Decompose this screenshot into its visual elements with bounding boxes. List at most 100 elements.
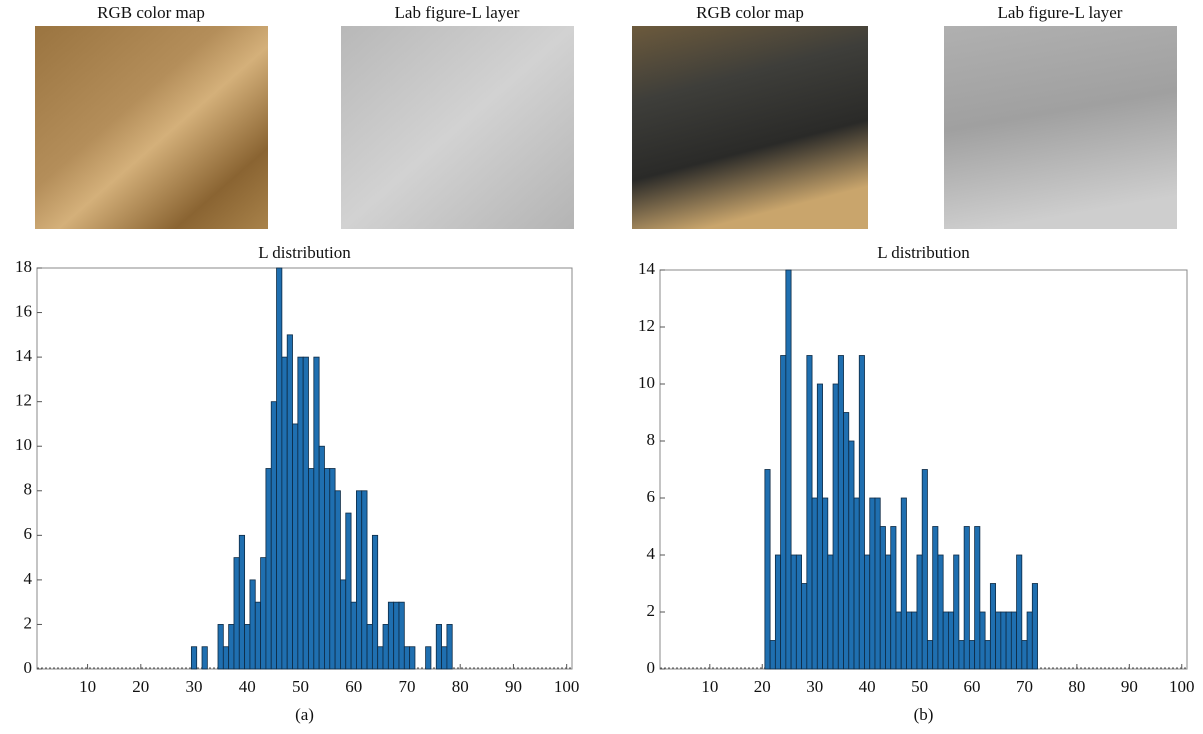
bar xyxy=(292,423,299,670)
bar xyxy=(446,624,453,670)
bar xyxy=(382,624,389,670)
bar xyxy=(329,468,336,670)
y-tick-label: 14 xyxy=(638,259,656,278)
bar xyxy=(1021,640,1028,670)
bar xyxy=(233,557,240,670)
bar xyxy=(780,355,787,670)
bar xyxy=(963,526,970,670)
chart-title: L distribution xyxy=(258,243,351,262)
chart-title: L distribution xyxy=(877,243,970,262)
bar xyxy=(769,640,776,670)
y-tick-label: 16 xyxy=(15,301,32,320)
bar xyxy=(864,554,871,670)
bar xyxy=(774,554,782,670)
bar xyxy=(989,583,997,670)
caption: (a) xyxy=(295,705,314,724)
bar xyxy=(801,583,808,670)
bar xyxy=(238,534,246,670)
bar xyxy=(340,579,347,670)
bar xyxy=(324,468,331,670)
bar xyxy=(942,611,949,670)
bar xyxy=(249,579,256,670)
x-tick-label: 50 xyxy=(292,677,309,696)
bar xyxy=(843,412,850,670)
y-tick-label: 4 xyxy=(24,569,33,588)
bar xyxy=(932,526,939,670)
bar xyxy=(1026,611,1033,670)
y-tick-label: 6 xyxy=(647,487,656,506)
bar xyxy=(827,554,834,670)
image-title: RGB color map xyxy=(696,3,804,22)
bar xyxy=(356,490,363,670)
bar xyxy=(974,526,981,670)
caption: (b) xyxy=(914,705,934,724)
bar xyxy=(265,468,272,670)
bar xyxy=(435,624,442,670)
bar xyxy=(885,554,892,670)
y-tick-label: 2 xyxy=(647,601,656,620)
bar xyxy=(811,497,818,670)
y-tick-label: 0 xyxy=(647,658,656,677)
bar xyxy=(822,497,829,670)
image-title: RGB color map xyxy=(97,3,205,22)
bar xyxy=(911,611,918,670)
image-title: Lab figure-L layer xyxy=(998,3,1123,22)
x-tick-label: 20 xyxy=(754,677,771,696)
y-tick-label: 8 xyxy=(24,480,33,499)
bar xyxy=(1010,611,1017,670)
bar xyxy=(222,646,230,670)
y-tick-label: 10 xyxy=(15,435,32,454)
x-tick-label: 30 xyxy=(806,677,823,696)
bar xyxy=(921,469,928,670)
bar xyxy=(906,611,913,670)
y-tick-label: 0 xyxy=(24,658,33,677)
bar xyxy=(979,611,986,670)
bar xyxy=(260,557,267,670)
bar xyxy=(1005,611,1012,670)
bar xyxy=(948,611,955,670)
bar xyxy=(281,356,288,670)
bar xyxy=(916,554,923,670)
y-tick-label: 6 xyxy=(24,524,33,543)
rgb-image xyxy=(632,26,868,229)
bar xyxy=(387,601,395,670)
x-tick-label: 100 xyxy=(554,677,580,696)
bar xyxy=(201,646,208,670)
x-tick-label: 100 xyxy=(1169,677,1195,696)
bar xyxy=(409,646,416,670)
x-tick-label: 70 xyxy=(1016,677,1033,696)
x-tick-label: 60 xyxy=(964,677,981,696)
y-tick-label: 2 xyxy=(24,613,33,632)
bar xyxy=(345,512,352,670)
bar xyxy=(228,624,235,670)
y-tick-label: 14 xyxy=(15,346,33,365)
bar xyxy=(1016,554,1023,670)
bar xyxy=(377,646,384,670)
l-layer-image xyxy=(341,26,574,229)
x-tick-label: 80 xyxy=(1068,677,1085,696)
bar xyxy=(984,640,991,670)
l-layer-image xyxy=(944,26,1177,229)
y-tick-label: 10 xyxy=(638,373,655,392)
bar xyxy=(968,640,976,670)
bar xyxy=(900,497,907,670)
bar xyxy=(371,534,379,670)
x-tick-label: 90 xyxy=(1121,677,1138,696)
bar xyxy=(217,624,224,670)
bar xyxy=(350,601,357,670)
bar xyxy=(953,554,960,670)
bar xyxy=(441,646,448,670)
bar xyxy=(890,526,897,670)
bar xyxy=(816,383,823,670)
x-tick-label: 70 xyxy=(398,677,415,696)
bar xyxy=(366,624,373,670)
bar xyxy=(190,646,198,670)
x-tick-label: 10 xyxy=(79,677,96,696)
y-tick-label: 18 xyxy=(15,257,32,276)
bar xyxy=(393,601,400,670)
rgb-image xyxy=(35,26,268,229)
bar xyxy=(874,497,881,670)
bar xyxy=(853,497,860,670)
bar xyxy=(958,640,965,670)
